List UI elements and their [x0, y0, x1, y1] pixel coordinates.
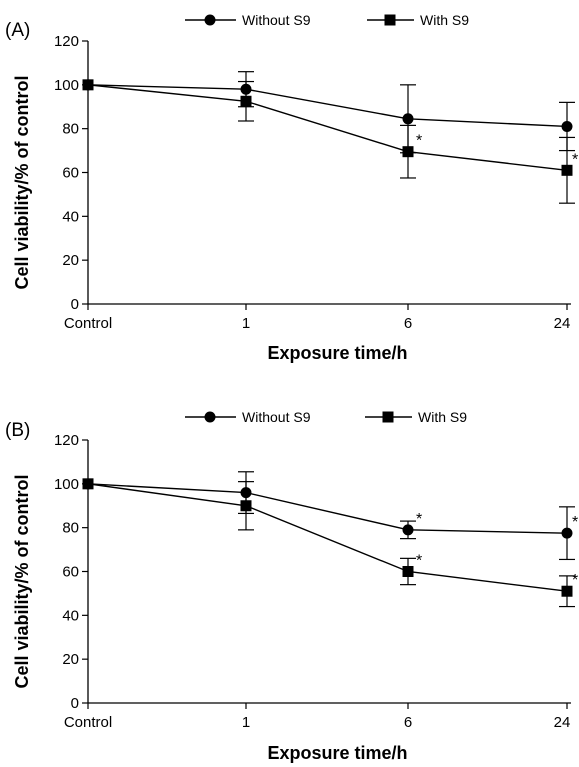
chart-panel-a: (A) 0 20 40 60 80 100 120 Control 1 6 24 Exposure ti…	[5, 12, 578, 363]
y-tick-label: 60	[62, 564, 79, 581]
legend-marker-square	[382, 411, 394, 423]
y-tick-label: 40	[62, 208, 79, 225]
data-point-square	[240, 95, 252, 107]
x-tick-label: 24	[554, 315, 571, 332]
series-line	[87, 84, 568, 172]
legend-marker-square	[384, 14, 396, 26]
x-tick-label: 6	[404, 315, 412, 332]
y-tick-label: 20	[62, 651, 79, 668]
y-tick-label: 80	[62, 121, 79, 138]
y-tick-label: 0	[71, 695, 79, 712]
significance-mark: *	[572, 151, 578, 168]
chart-panel-b: (B) 0 20 40 60 80 100 120 Control 1 6 24 Exposure ti…	[5, 409, 578, 763]
x-tick-label: 6	[404, 714, 412, 731]
series-without-s9: * *	[82, 471, 578, 561]
series-with-s9: **	[82, 478, 578, 608]
x-axis-title: Exposure time/h	[267, 343, 407, 363]
y-tick-label: 120	[54, 432, 79, 449]
data-point-square	[82, 79, 94, 91]
data-point-square	[561, 585, 573, 597]
significance-mark: *	[572, 514, 578, 531]
y-tick-label: 100	[54, 476, 79, 493]
data-point-square	[561, 164, 573, 176]
significance-mark: *	[416, 133, 422, 150]
data-point-square	[402, 146, 414, 158]
data-point-circle	[561, 120, 573, 132]
data-point-circle	[402, 524, 414, 536]
series-line	[87, 483, 568, 592]
x-tick-label: 1	[242, 714, 250, 731]
y-tick-label: 60	[62, 165, 79, 182]
panel-label: (A)	[5, 20, 30, 41]
y-tick-label: 80	[62, 520, 79, 537]
legend-marker-circle	[204, 14, 216, 26]
legend-label: Without S9	[242, 409, 311, 425]
data-point-circle	[561, 527, 573, 539]
legend-label: With S9	[418, 409, 467, 425]
x-tick-label: Control	[64, 714, 112, 731]
legend-label: Without S9	[242, 12, 311, 28]
y-tick-label: 100	[54, 77, 79, 94]
significance-mark: *	[416, 511, 422, 528]
legend-marker-circle	[204, 411, 216, 423]
series-line	[87, 483, 568, 534]
legend-label: With S9	[420, 12, 469, 28]
significance-mark: *	[416, 553, 422, 570]
y-tick-label: 0	[71, 296, 79, 313]
y-axis-title: Cell viability/% of control	[12, 75, 32, 289]
series-without-s9	[82, 71, 575, 154]
x-axis-title: Exposure time/h	[267, 743, 407, 763]
y-axis-title: Cell viability/% of control	[12, 474, 32, 688]
panel-label: (B)	[5, 420, 30, 441]
data-point-square	[82, 478, 94, 490]
data-point-circle	[402, 113, 414, 125]
series-line	[87, 84, 568, 128]
x-tick-label: 1	[242, 315, 250, 332]
y-tick-label: 40	[62, 607, 79, 624]
y-tick-label: 20	[62, 252, 79, 269]
legend: Without S9 With S9	[185, 12, 469, 28]
x-tick-label: Control	[64, 315, 112, 332]
y-tick-label: 120	[54, 33, 79, 50]
x-tick-label: 24	[554, 714, 571, 731]
series-with-s9: **	[82, 79, 578, 204]
significance-mark: *	[572, 572, 578, 589]
legend: Without S9 With S9	[185, 409, 467, 425]
data-point-square	[402, 566, 414, 577]
data-point-square	[240, 500, 252, 512]
